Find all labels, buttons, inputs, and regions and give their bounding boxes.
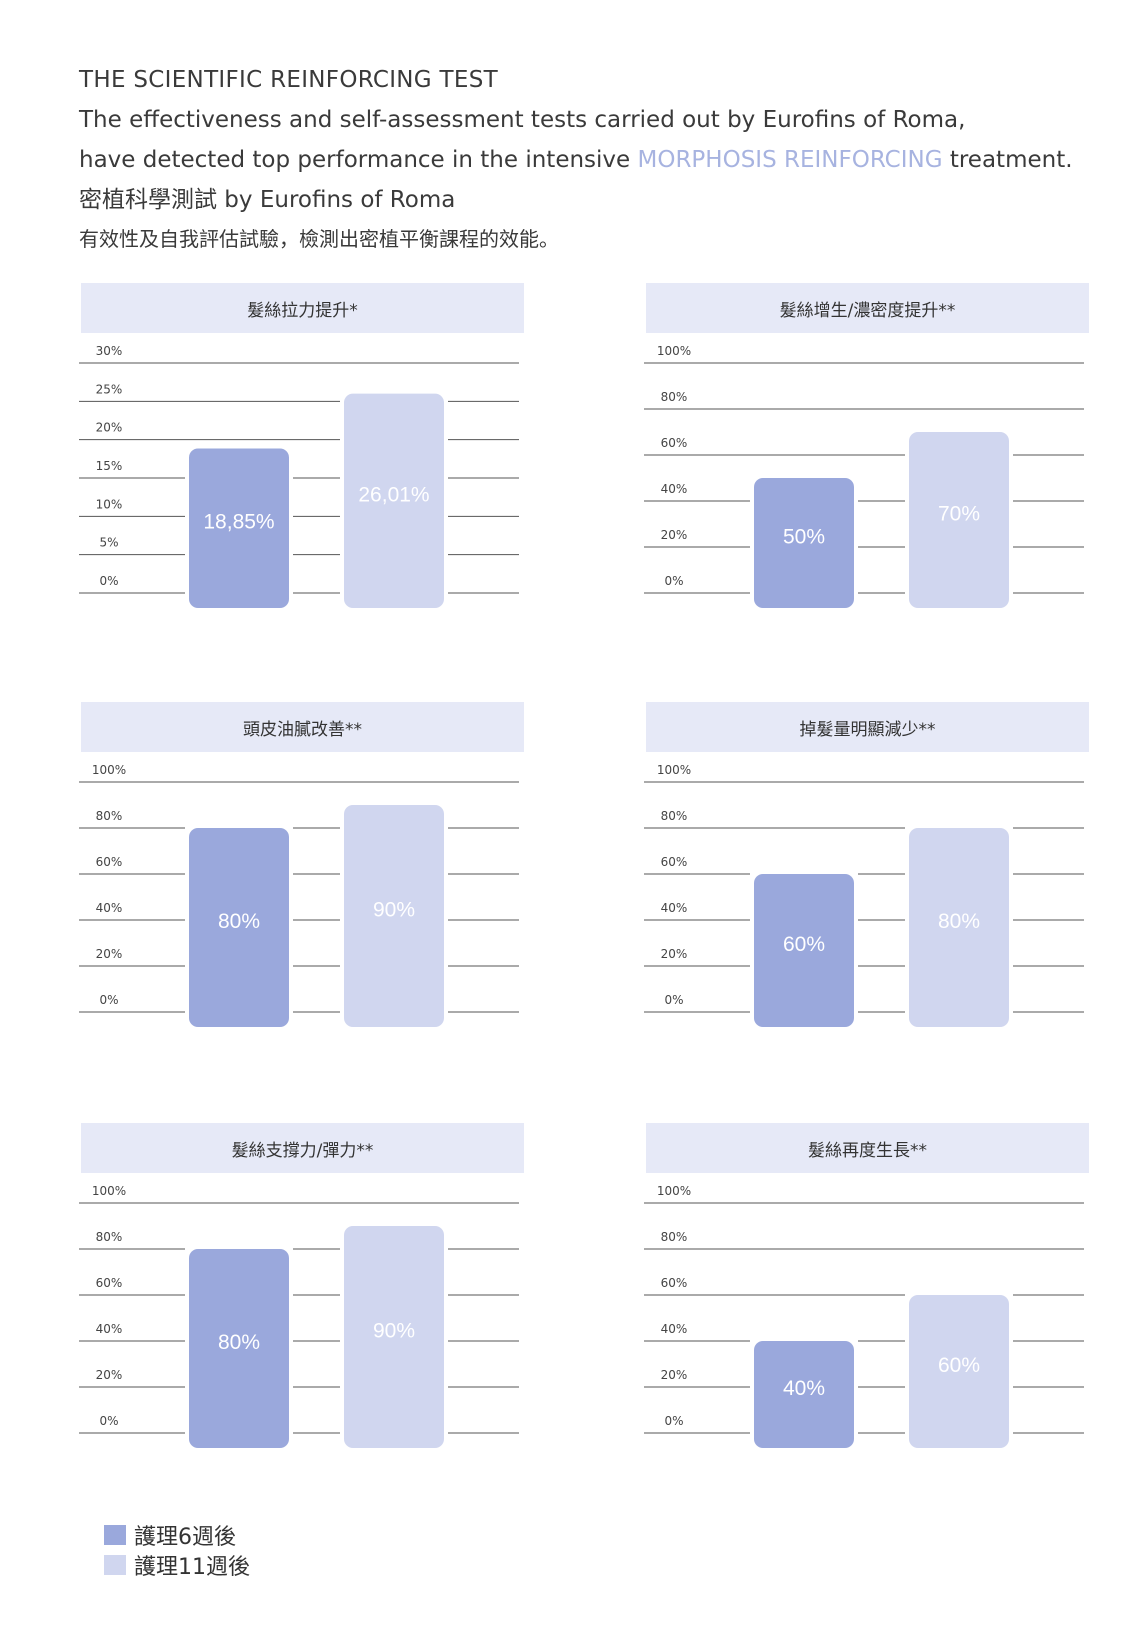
chart-panel-5: 髮絲支撐力/彈力** 0% 20% 40% 60% 80% 100% 80% 90%: [79, 1123, 524, 1478]
y-tick-label: 0%: [99, 574, 118, 588]
y-tick-label: 5%: [99, 536, 118, 550]
y-tick-label: 80%: [661, 809, 688, 823]
y-tick-label: 0%: [664, 1414, 683, 1428]
bar: [344, 805, 444, 1027]
y-tick-label: 15%: [96, 459, 123, 473]
bar-chart: 0% 20% 40% 60% 80% 100% 60% 80%: [644, 763, 1084, 1028]
chart-panel-1: 髮絲拉力提升* 0% 5% 10% 15% 20% 25% 30% 18,85% 26,01%: [79, 283, 524, 638]
y-tick-label: 40%: [661, 901, 688, 915]
y-tick-label: 20%: [661, 1368, 688, 1382]
y-tick-label: 0%: [99, 1414, 118, 1428]
bar-value-label: 90%: [373, 899, 415, 922]
chart-panel-4: 掉髮量明顯減少** 0% 20% 40% 60% 80% 100% 60% 80%: [644, 702, 1089, 1057]
y-tick-label: 20%: [96, 1368, 123, 1382]
y-tick-label: 20%: [661, 947, 688, 961]
y-tick-label: 80%: [96, 1230, 123, 1244]
intro-line-3-post: treatment.: [942, 147, 1073, 173]
bar-value-label: 80%: [218, 1331, 260, 1354]
y-tick-label: 60%: [661, 855, 688, 869]
intro-line-5: 有效性及自我評估試驗，檢測出密植平衡課程的效能。: [79, 227, 559, 251]
chart-title: 頭皮油膩改善**: [81, 702, 524, 752]
y-tick-label: 60%: [96, 1276, 123, 1290]
bar-value-label: 50%: [783, 526, 825, 549]
y-tick-label: 100%: [657, 1184, 691, 1198]
chart-panel-3: 頭皮油膩改善** 0% 20% 40% 60% 80% 100% 80% 90%: [79, 702, 524, 1057]
bar-value-label: 60%: [938, 1354, 980, 1377]
bar: [344, 393, 444, 608]
legend-item: 護理6週後: [104, 1520, 250, 1550]
bar: [189, 828, 289, 1027]
y-tick-label: 0%: [664, 574, 683, 588]
legend-label: 護理11週後: [134, 1555, 250, 1580]
bar-chart: 0% 20% 40% 60% 80% 100% 80% 90%: [79, 763, 519, 1028]
y-tick-label: 80%: [96, 809, 123, 823]
intro-highlight: MORPHOSIS REINFORCING: [637, 147, 943, 173]
chart-title: 掉髮量明顯減少**: [646, 702, 1089, 752]
page-title: THE SCIENTIFIC REINFORCING TEST: [79, 67, 498, 93]
y-tick-label: 100%: [657, 763, 691, 777]
y-tick-label: 10%: [96, 497, 123, 511]
bar-value-label: 70%: [938, 503, 980, 526]
bar: [754, 478, 854, 608]
y-tick-label: 60%: [661, 1276, 688, 1290]
bar: [909, 828, 1009, 1027]
y-tick-label: 100%: [92, 763, 126, 777]
intro-line-2: The effectiveness and self-assessment te…: [79, 107, 966, 133]
bar-value-label: 18,85%: [203, 511, 274, 534]
y-tick-label: 100%: [92, 1184, 126, 1198]
chart-panel-6: 髮絲再度生長** 0% 20% 40% 60% 80% 100% 40% 60%: [644, 1123, 1089, 1478]
legend-label: 護理6週後: [134, 1525, 236, 1550]
bar: [344, 1226, 444, 1448]
legend-swatch: [104, 1525, 126, 1545]
y-tick-label: 80%: [661, 1230, 688, 1244]
bar: [909, 432, 1009, 608]
y-tick-label: 30%: [96, 344, 123, 358]
y-tick-label: 20%: [96, 947, 123, 961]
bar-value-label: 60%: [783, 933, 825, 956]
y-tick-label: 25%: [96, 382, 123, 396]
y-tick-label: 80%: [661, 390, 688, 404]
intro-line-4: 密植科學測試 by Eurofins of Roma: [79, 187, 456, 213]
y-tick-label: 100%: [657, 344, 691, 358]
y-tick-label: 60%: [96, 855, 123, 869]
chart-title: 髮絲再度生長**: [646, 1123, 1089, 1173]
bar-chart: 0% 20% 40% 60% 80% 100% 50% 70%: [644, 344, 1084, 609]
intro-text: THE SCIENTIFIC REINFORCING TEST The effe…: [79, 60, 1119, 258]
bar: [754, 874, 854, 1027]
bar: [754, 1341, 854, 1448]
y-tick-label: 40%: [661, 482, 688, 496]
legend-swatch: [104, 1555, 126, 1575]
bar-chart: 0% 5% 10% 15% 20% 25% 30% 18,85% 26,01%: [79, 344, 519, 609]
chart-title: 髮絲增生/濃密度提升**: [646, 283, 1089, 333]
bar-value-label: 90%: [373, 1320, 415, 1343]
legend: 護理6週後 護理11週後: [104, 1520, 250, 1580]
intro-line-3: have detected top performance in the int…: [79, 140, 1119, 180]
chart-title: 髮絲拉力提升*: [81, 283, 524, 333]
chart-title: 髮絲支撐力/彈力**: [81, 1123, 524, 1173]
y-tick-label: 20%: [96, 421, 123, 435]
legend-item: 護理11週後: [104, 1550, 250, 1580]
y-tick-label: 40%: [96, 1322, 123, 1336]
y-tick-label: 40%: [96, 901, 123, 915]
bar-value-label: 26,01%: [358, 483, 429, 506]
y-tick-label: 40%: [661, 1322, 688, 1336]
y-tick-label: 60%: [661, 436, 688, 450]
intro-line-3-pre: have detected top performance in the int…: [79, 147, 638, 173]
y-tick-label: 0%: [664, 993, 683, 1007]
bar: [189, 448, 289, 608]
bar-chart: 0% 20% 40% 60% 80% 100% 40% 60%: [644, 1184, 1084, 1449]
bar: [189, 1249, 289, 1448]
bar-value-label: 40%: [783, 1377, 825, 1400]
bar-value-label: 80%: [218, 910, 260, 933]
bar-chart: 0% 20% 40% 60% 80% 100% 80% 90%: [79, 1184, 519, 1449]
chart-panel-2: 髮絲增生/濃密度提升** 0% 20% 40% 60% 80% 100% 50% 70%: [644, 283, 1089, 638]
y-tick-label: 20%: [661, 528, 688, 542]
bar-value-label: 80%: [938, 910, 980, 933]
bar: [909, 1295, 1009, 1448]
y-tick-label: 0%: [99, 993, 118, 1007]
